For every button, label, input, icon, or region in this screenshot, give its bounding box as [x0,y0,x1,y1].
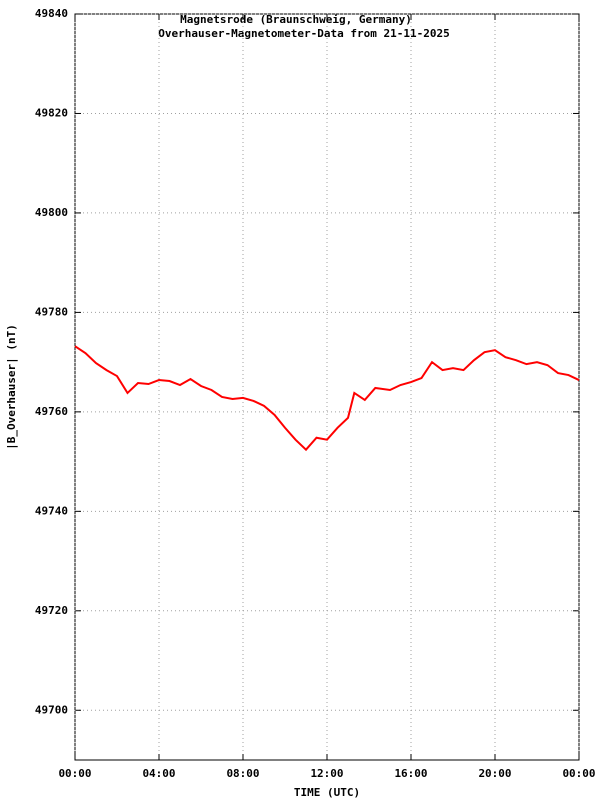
y-tick-label: 49720 [35,604,68,617]
y-tick-label: 49740 [35,504,68,517]
y-tick-label: 49820 [35,106,68,119]
x-tick-label: 00:00 [562,767,595,780]
data-line [74,345,580,452]
x-tick-label: 08:00 [226,767,259,780]
x-tick-label: 16:00 [394,767,427,780]
y-tick-label: 49840 [35,7,68,20]
y-axis-label: |B_Overhauser| (nT) [5,324,18,450]
x-tick-label: 04:00 [142,767,175,780]
x-tick-label: 20:00 [478,767,511,780]
x-tick-label: 12:00 [310,767,343,780]
y-tick-label: 49760 [35,405,68,418]
y-tick-label: 49800 [35,206,68,219]
x-tick-label: 00:00 [58,767,91,780]
chart-subtitle: Overhauser-Magnetometer-Data from 21-11-… [158,27,449,40]
y-tick-label: 49780 [35,305,68,318]
y-tick-label: 49700 [35,703,68,716]
x-axis-label: TIME (UTC) [294,786,360,799]
chart-title: Magnetsrode (Braunschweig, Germany) [180,13,412,26]
